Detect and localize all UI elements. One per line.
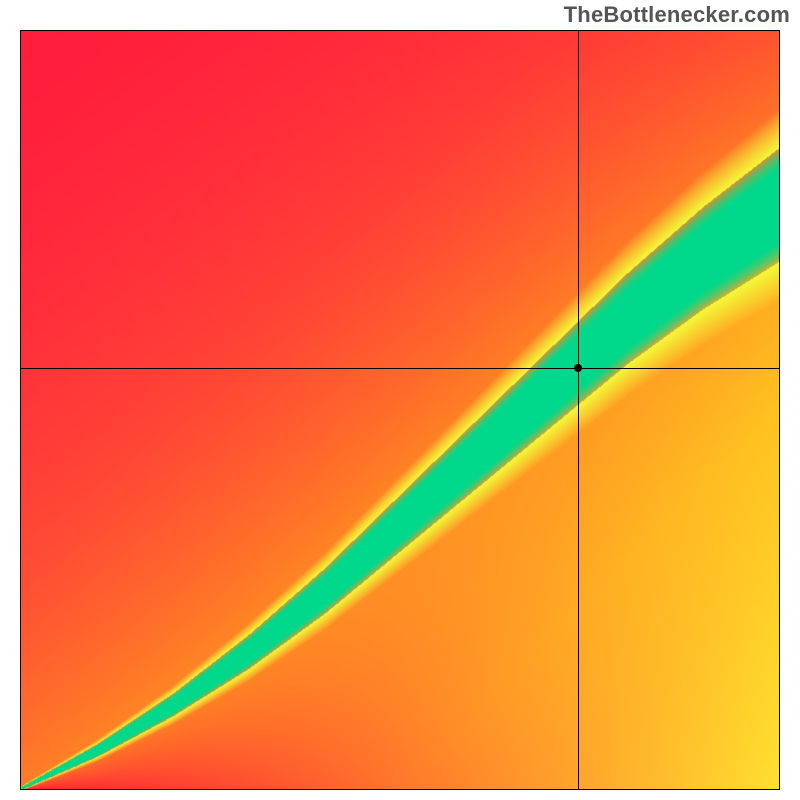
plot-area (20, 30, 780, 790)
attribution-text: TheBottlenecker.com (564, 2, 790, 28)
bottleneck-heatmap (21, 31, 779, 789)
figure-container: TheBottlenecker.com (0, 0, 800, 800)
